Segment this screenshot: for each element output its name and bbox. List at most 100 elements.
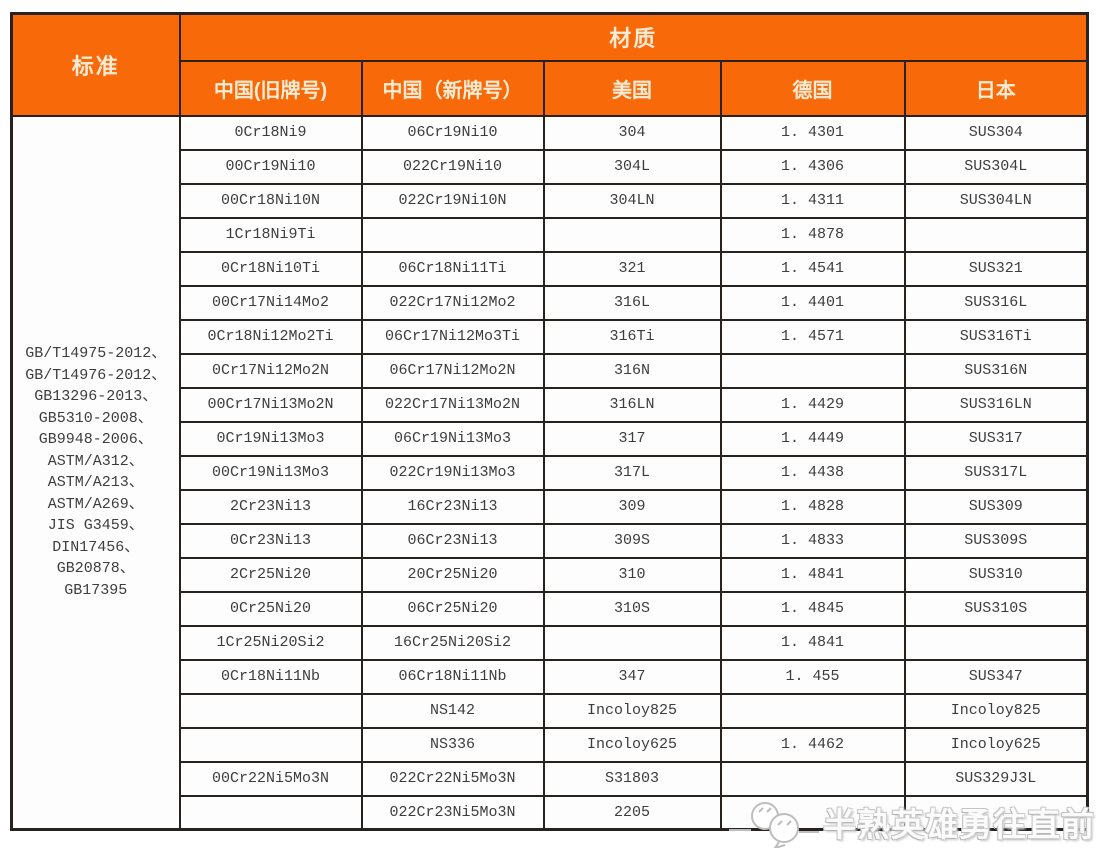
grade-cell: 06Cr18Ni11Nb (360, 658, 545, 695)
header-row-countries: 中国(旧牌号) 中国（新牌号） 美国 德国 日本 (12, 59, 1089, 117)
grade-cell: 2Cr23Ni13 (178, 488, 363, 525)
header-row-material: 标准 材质 (10, 12, 1089, 117)
grade-cell: 06Cr19Ni10 (360, 114, 545, 151)
grade-cell: 0Cr23Ni13 (178, 522, 363, 559)
grade-cell: 1Cr18Ni9Ti (178, 216, 363, 253)
grade-cell: Incoloy825 (903, 692, 1089, 729)
table-header: 标准 材质 中国(旧牌号) 中国（新牌号） 美国 德国 日本 (10, 12, 1089, 117)
grade-cell: 1. 4311 (719, 182, 906, 219)
grade-cell: SUS304LN (903, 182, 1089, 219)
grade-cell: Incoloy825 (542, 692, 722, 729)
grade-cell: SUS317 (903, 420, 1089, 457)
grade-cell: 316LN (542, 386, 722, 423)
grade-cell: 0Cr18Ni12Mo2Ti (178, 318, 363, 355)
standard-item: GB/T14976-2012、 (25, 366, 167, 384)
column-header-china-new: 中国（新牌号） (360, 59, 545, 117)
standard-item: GB9948-2006、 (38, 431, 153, 449)
grade-cell: 310S (542, 590, 722, 627)
grade-cell: 0Cr18Ni9 (178, 114, 363, 151)
grade-cell: 022Cr19Ni10 (360, 148, 545, 185)
grade-cell (719, 352, 906, 389)
grade-cell: SUS310S (903, 590, 1089, 627)
grade-cell: 1. 4571 (719, 318, 906, 355)
grade-cell: 2205 (542, 794, 722, 831)
standard-column-header: 标准 (10, 12, 181, 117)
standard-item: JIS G3459、 (47, 517, 144, 535)
grade-cell: 1. 4541 (719, 250, 906, 287)
grade-cell (903, 624, 1089, 661)
grade-cell: SUS317L (903, 454, 1089, 491)
grade-cell: 1. 4833 (719, 522, 906, 559)
grade-cell: 1. 4462 (719, 726, 906, 763)
grade-cell (542, 624, 722, 661)
standard-item: GB/T14975-2012、 (25, 345, 167, 363)
grade-cell: 1. 4301 (719, 114, 906, 151)
grade-cell: 00Cr17Ni13Mo2N (178, 386, 363, 423)
grade-cell: 321 (542, 250, 722, 287)
grade-cell: SUS310 (903, 556, 1089, 593)
grade-cell: 309 (542, 488, 722, 525)
grade-cell (903, 216, 1089, 253)
table-row: GB/T14975-2012、 GB/T14976-2012、 GB13296-20… (10, 114, 1089, 831)
grade-cell: 1. 4878 (719, 216, 906, 253)
grade-cell: SUS329J3L (903, 760, 1089, 797)
grade-cell: NS142 (360, 692, 545, 729)
table-row: 00Cr17Ni13Mo2N 022Cr17Ni13Mo2N 316LN 1. 442… (12, 386, 1089, 423)
table-row: 00Cr18Ni10N 022Cr19Ni10N 304LN 1. 4311 SUS30… (12, 182, 1089, 219)
grade-cell: 06Cr19Ni13Mo3 (360, 420, 545, 457)
grade-cell (903, 794, 1089, 831)
grade-cell: 1. 4841 (719, 624, 906, 661)
grade-cell: 0Cr18Ni11Nb (178, 658, 363, 695)
grade-cell (178, 726, 363, 763)
column-header-germany: 德国 (719, 59, 906, 117)
table-row: 00Cr19Ni13Mo3 022Cr19Ni13Mo3 317L 1. 4438 SU… (12, 454, 1089, 491)
table-row: 0Cr25Ni20 06Cr25Ni20 310S 1. 4845 SUS310S (12, 590, 1089, 627)
table-row: 1Cr18Ni9Ti 1. 4878 (12, 216, 1089, 253)
grade-cell: 310 (542, 556, 722, 593)
grade-cell: SUS309 (903, 488, 1089, 525)
grade-cell: 1. 4841 (719, 556, 906, 593)
grade-cell: Incoloy625 (903, 726, 1089, 763)
grade-cell: 06Cr23Ni13 (360, 522, 545, 559)
grade-cell: SUS321 (903, 250, 1089, 287)
grade-cell: SUS316LN (903, 386, 1089, 423)
grade-cell: 0Cr19Ni13Mo3 (178, 420, 363, 457)
grade-cell: 0Cr25Ni20 (178, 590, 363, 627)
standards-list-cell: GB/T14975-2012、 GB/T14976-2012、 GB13296-20… (10, 114, 181, 831)
grade-cell: 022Cr17Ni13Mo2N (360, 386, 545, 423)
grade-cell: 06Cr17Ni12Mo2N (360, 352, 545, 389)
grade-cell: 304 (542, 114, 722, 151)
table-row: 0Cr19Ni13Mo3 06Cr19Ni13Mo3 317 1. 4449 SUS31… (12, 420, 1089, 457)
grades-table-body: GB/T14975-2012、 GB/T14976-2012、 GB13296-20… (10, 114, 1089, 831)
grade-cell: 16Cr25Ni20Si2 (360, 624, 545, 661)
grade-cell: Incoloy625 (542, 726, 722, 763)
material-group-header: 材质 (178, 12, 1089, 62)
grade-cell: 2Cr25Ni20 (178, 556, 363, 593)
table-row: 0Cr23Ni13 06Cr23Ni13 309S 1. 4833 SUS309S (12, 522, 1089, 559)
grade-cell: 309S (542, 522, 722, 559)
table-row: 1Cr25Ni20Si2 16Cr25Ni20Si2 1. 4841 (12, 624, 1089, 661)
table-row: 2Cr25Ni20 20Cr25Ni20 310 1. 4841 SUS310 (12, 556, 1089, 593)
grade-cell: SUS309S (903, 522, 1089, 559)
table-row: 2Cr23Ni13 16Cr23Ni13 309 1. 4828 SUS309 (12, 488, 1089, 525)
grade-cell: 1. 4429 (719, 386, 906, 423)
grade-cell: 1. 4438 (719, 454, 906, 491)
grade-cell: 317L (542, 454, 722, 491)
standard-item: GB17395 (64, 581, 128, 599)
table-row: 0Cr18Ni11Nb 06Cr18Ni11Nb 347 1. 455 SUS347 (12, 658, 1089, 695)
grade-cell: 16Cr23Ni13 (360, 488, 545, 525)
grade-cell: 06Cr17Ni12Mo3Ti (360, 318, 545, 355)
column-header-usa: 美国 (542, 59, 722, 117)
grade-cell: 06Cr25Ni20 (360, 590, 545, 627)
grade-cell (719, 692, 906, 729)
grade-cell (719, 794, 906, 831)
grade-cell: 1. 4845 (719, 590, 906, 627)
grade-cell: 022Cr19Ni10N (360, 182, 545, 219)
grade-cell: 00Cr22Ni5Mo3N (178, 760, 363, 797)
grade-cell (719, 760, 906, 797)
standard-item: GB5310-2008、 (38, 409, 153, 427)
table-row: NS336 Incoloy625 1. 4462 Incoloy625 (12, 726, 1089, 763)
grade-cell: 022Cr19Ni13Mo3 (360, 454, 545, 491)
grade-cell: 022Cr23Ni5Mo3N (360, 794, 545, 831)
grade-cell: 06Cr18Ni11Ti (360, 250, 545, 287)
